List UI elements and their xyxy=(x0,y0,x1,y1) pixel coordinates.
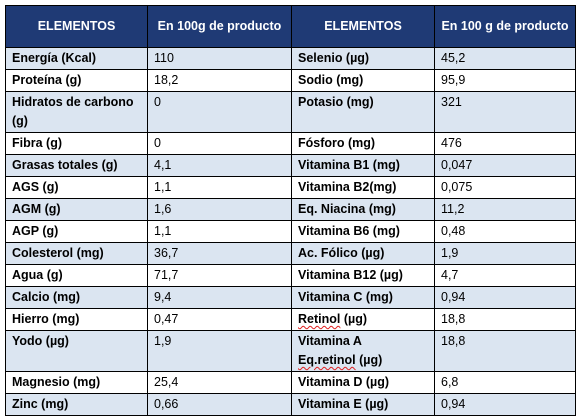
right-element-value: 45,2 xyxy=(434,47,576,70)
table-row: Zinc (mg) 0,66 Vitamina E (µg) 0,94 xyxy=(5,393,576,416)
right-element-name: Vitamina B6 (mg) xyxy=(291,220,435,243)
header-elements-right: ELEMENTOS xyxy=(291,5,435,48)
left-element-name: AGM (g) xyxy=(5,198,148,221)
right-element-name: Eq. Niacina (mg) xyxy=(291,198,435,221)
left-element-name: AGS (g) xyxy=(5,176,148,199)
right-element-name: Vitamina B12 (µg) xyxy=(291,264,435,287)
left-element-name: Yodo (µg) xyxy=(5,330,148,372)
left-element-name: Zinc (mg) xyxy=(5,393,148,416)
left-element-value: 1,1 xyxy=(147,220,292,243)
nutrition-table: ELEMENTOS En 100g de producto ELEMENTOS … xyxy=(5,5,576,416)
right-element-value: 0,075 xyxy=(434,176,576,199)
left-element-value: 25,4 xyxy=(147,371,292,394)
table-row: AGP (g) 1,1 Vitamina B6 (mg) 0,48 xyxy=(5,220,576,243)
left-element-value: 0,66 xyxy=(147,393,292,416)
left-element-value: 18,2 xyxy=(147,69,292,92)
right-element-unit: (µg) xyxy=(355,353,383,367)
left-element-name: AGP (g) xyxy=(5,220,148,243)
right-element-value: 18,8 xyxy=(434,330,576,372)
right-element-value: 476 xyxy=(434,132,576,155)
table-row: Agua (g) 71,7 Vitamina B12 (µg) 4,7 xyxy=(5,264,576,287)
right-element-value: 6,8 xyxy=(434,371,576,394)
right-element-name: Vitamina B1 (mg) xyxy=(291,154,435,177)
right-element-value: 18,8 xyxy=(434,308,576,331)
left-element-name: Grasas totales (g) xyxy=(5,154,148,177)
table-row: Energía (Kcal) 110 Selenio (µg) 45,2 xyxy=(5,47,576,70)
header-amount-left: En 100g de producto xyxy=(147,5,292,48)
right-element-value: 11,2 xyxy=(434,198,576,221)
right-element-value: 321 xyxy=(434,91,576,133)
right-element-value: 0,48 xyxy=(434,220,576,243)
table-row: Calcio (mg) 9,4 Vitamina C (mg) 0,94 xyxy=(5,286,576,309)
right-element-name: Vitamina A Eq.retinol (µg) xyxy=(291,330,435,372)
left-element-value: 0 xyxy=(147,91,292,133)
left-element-value: 4,1 xyxy=(147,154,292,177)
right-element-name: Vitamina D (µg) xyxy=(291,371,435,394)
left-element-name: Colesterol (mg) xyxy=(5,242,148,265)
left-element-value: 1,1 xyxy=(147,176,292,199)
right-element-value: 0,94 xyxy=(434,286,576,309)
right-element-name: Ac. Fólico (µg) xyxy=(291,242,435,265)
right-element-name: Selenio (µg) xyxy=(291,47,435,70)
table-row: Yodo (µg) 1,9 Vitamina A Eq.retinol (µg) … xyxy=(5,330,576,372)
left-element-name: Magnesio (mg) xyxy=(5,371,148,394)
spellcheck-word: Eq.retinol xyxy=(298,353,356,367)
left-element-value: 0,47 xyxy=(147,308,292,331)
table-row: Hierro (mg) 0,47 Retinol (µg) 18,8 xyxy=(5,308,576,331)
nutrition-table-container: ELEMENTOS En 100g de producto ELEMENTOS … xyxy=(5,5,576,416)
left-element-name: Calcio (mg) xyxy=(5,286,148,309)
right-element-name: Retinol (µg) xyxy=(291,308,435,331)
table-row: Proteína (g) 18,2 Sodio (mg) 95,9 xyxy=(5,69,576,92)
right-element-value: 1,9 xyxy=(434,242,576,265)
left-element-name: Agua (g) xyxy=(5,264,148,287)
table-row: AGM (g) 1,6 Eq. Niacina (mg) 11,2 xyxy=(5,198,576,221)
table-row: Colesterol (mg) 36,7 Ac. Fólico (µg) 1,9 xyxy=(5,242,576,265)
left-element-value: 1,6 xyxy=(147,198,292,221)
left-element-name: Hierro (mg) xyxy=(5,308,148,331)
right-element-name: Vitamina E (µg) xyxy=(291,393,435,416)
right-element-value: 95,9 xyxy=(434,69,576,92)
right-element-name: Vitamina C (mg) xyxy=(291,286,435,309)
right-element-value: 4,7 xyxy=(434,264,576,287)
left-element-name: Energía (Kcal) xyxy=(5,47,148,70)
table-row: AGS (g) 1,1 Vitamina B2(mg) 0,075 xyxy=(5,176,576,199)
left-element-value: 9,4 xyxy=(147,286,292,309)
left-element-value: 0 xyxy=(147,132,292,155)
right-element-value: 0,94 xyxy=(434,393,576,416)
left-element-value: 1,9 xyxy=(147,330,292,372)
right-element-name: Vitamina B2(mg) xyxy=(291,176,435,199)
table-row: Fibra (g) 0 Fósforo (mg) 476 xyxy=(5,132,576,155)
right-element-value: 0,047 xyxy=(434,154,576,177)
left-element-name: Hidratos de carbono (g) xyxy=(5,91,148,133)
table-row: Grasas totales (g) 4,1 Vitamina B1 (mg) … xyxy=(5,154,576,177)
right-element-name: Fósforo (mg) xyxy=(291,132,435,155)
header-amount-right: En 100 g de producto xyxy=(434,5,576,48)
spellcheck-word: Retinol xyxy=(298,312,341,326)
left-element-value: 71,7 xyxy=(147,264,292,287)
right-element-name: Potasio (mg) xyxy=(291,91,435,133)
header-row: ELEMENTOS En 100g de producto ELEMENTOS … xyxy=(5,5,576,48)
right-element-name: Sodio (mg) xyxy=(291,69,435,92)
left-element-value: 110 xyxy=(147,47,292,70)
right-element-name-line1: Vitamina A xyxy=(298,334,362,348)
left-element-value: 36,7 xyxy=(147,242,292,265)
left-element-name: Proteína (g) xyxy=(5,69,148,92)
left-element-name: Fibra (g) xyxy=(5,132,148,155)
table-row: Hidratos de carbono (g) 0 Potasio (mg) 3… xyxy=(5,91,576,133)
table-row: Magnesio (mg) 25,4 Vitamina D (µg) 6,8 xyxy=(5,371,576,394)
right-element-unit: (µg) xyxy=(340,312,367,326)
header-elements-left: ELEMENTOS xyxy=(5,5,148,48)
